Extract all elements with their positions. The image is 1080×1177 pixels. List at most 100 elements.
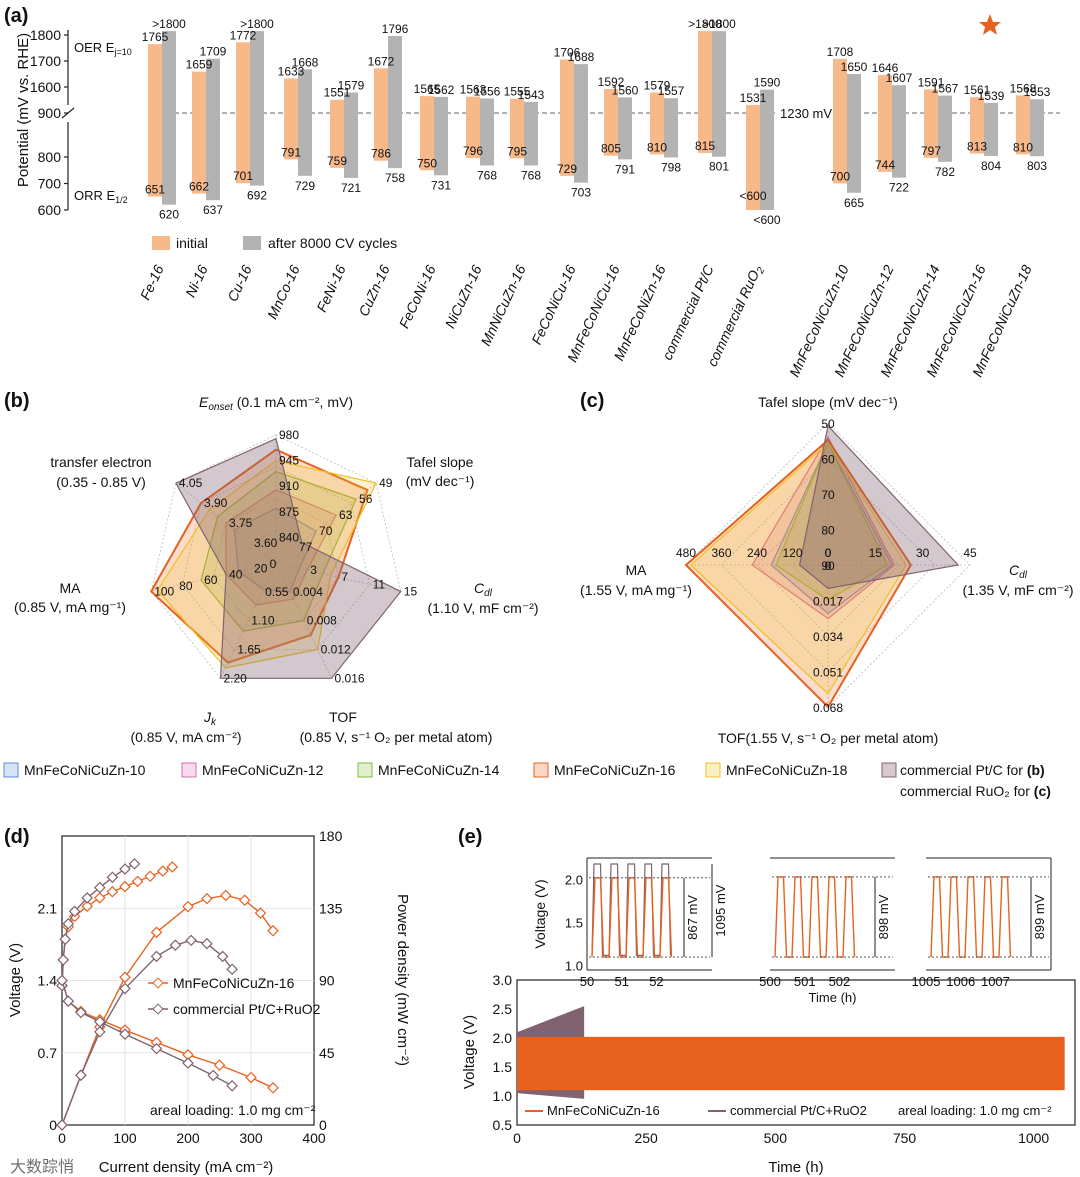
panel-label-e: (e) [458,826,482,848]
bar-label-orr-after: 731 [431,178,451,192]
bar-label-orr-after: 803 [1027,159,1047,173]
radar-c-tick-label: 0 [825,546,832,560]
legend-swatch-3 [357,762,373,778]
bar-label-oer-initial: 1563 [460,83,487,97]
panel-d-power-1-marker [267,924,279,937]
bar-oer-initial [604,89,618,113]
bar-label-orr-after: 722 [889,181,909,195]
radar-c-tick-label: 80 [821,524,835,538]
radar-b-tick-label: 11 [373,577,386,591]
panel-d-charge-1-marker [166,861,179,873]
panel-d-discharge-2-marker [226,1079,238,1092]
panel-d-discharge-1-marker [267,1082,279,1094]
radar-c-tick-label: 60 [821,453,835,467]
panel-a-legend-after-swatch [243,236,261,250]
panel-e-legend-label-2: commercial Pt/C+RuO2 [730,1103,867,1118]
radar-b-tick-label: 63 [339,508,353,522]
bar-oer-after [712,31,726,114]
panel-d-xtick-label: 400 [302,1130,326,1146]
inset-xtick-label: 52 [649,974,663,989]
panel-d-power-1-marker [119,971,131,984]
panel-d-discharge-2-marker [75,1006,87,1019]
bar-label-orr-after: <600 [753,213,780,227]
radar-b-tick-label: 7 [341,570,348,584]
bar-oer-initial [374,68,388,113]
bar-label-orr-initial: 795 [507,144,527,158]
panel-d-legend-label-2: commercial Pt/C+RuO2 [173,1001,321,1017]
radar-b-tick-label: 80 [179,579,193,593]
radar-b-series-5 [156,459,377,669]
panel-e-xtick-label: 750 [893,1130,917,1146]
inset-3-main-trace [930,876,1012,958]
bar-orr-after [574,113,588,183]
radar-b-tick-label: 4.05 [179,476,203,490]
bar-label-oer-after: 1796 [382,22,409,36]
panel-e-ytick-label: 1.0 [493,1088,513,1104]
bar-label-orr-initial: 729 [557,162,577,176]
radar-c-series-1 [770,441,893,615]
panel-d-annotation: areal loading: 1.0 mg cm⁻² [150,1102,316,1118]
bar-label-oer-initial: 1772 [230,28,257,42]
bar-label-oer-initial: 1551 [324,86,351,100]
bar-orr-after [250,113,264,186]
bar-orr-after [480,113,494,166]
panel-d-power-1-marker [201,892,213,905]
radar-b-series-6 [175,437,402,679]
bar-label-orr-initial: 701 [233,169,253,183]
bar-orr-initial [698,113,712,154]
panel-e-xtick-label: 1000 [1018,1130,1049,1146]
panel-d-charge-1-marker [131,875,144,888]
panel-d-charge-2-marker [81,892,93,904]
radar-c-tick-label: 240 [747,546,767,560]
bar-oer-initial [833,58,847,113]
panel-d-charge-2-marker [68,905,81,918]
panel-d-power-2-marker [185,934,197,947]
panel-d-xtick-label: 200 [176,1130,200,1146]
bar-orr-after [298,113,312,176]
panel-a-legend-initial: initial [176,235,208,251]
radar-b-tick-label: 840 [279,530,299,544]
bar-label-orr-initial: 813 [967,140,987,154]
bar-oer-after [434,96,448,113]
panel-d-charge-1-marker [106,885,119,898]
bar-label-oer-after: 1590 [754,76,781,90]
legend-label-2: MnFeCoNiCuZn-12 [202,762,324,778]
panel-label-b: (b) [4,390,30,412]
panel-d-y2tick-label: 180 [319,828,343,844]
bar-orr-initial [650,113,664,155]
radar-b-tick-label: 40 [229,567,243,581]
radar-b-tick-label: 3.90 [204,496,228,510]
legend-swatch-2 [181,762,197,778]
panel-d-xtick-label: 100 [113,1130,137,1146]
radar-b-spoke [220,562,277,679]
radar-b-center-label: 0 [270,557,277,571]
bar-label-orr-after: 791 [615,162,635,176]
category-label: Ni-16 [182,262,211,299]
panel-d-y2tick-label: 135 [319,900,343,916]
radar-b-axis-label-tafel: Tafel slope [407,454,474,470]
radar-c-tick-label: 90 [821,559,835,573]
bar-label-oer-after: 1567 [932,82,959,96]
panel-e-xlabel: Time (h) [768,1159,823,1176]
inset-xtick-label: 1006 [946,974,975,989]
category-label: MnCo-16 [264,262,303,321]
category-label: commercial RuO2 [704,262,768,370]
radar-c-tick-label: 70 [821,488,835,502]
panel-d-power-2-marker [201,937,213,950]
bar-orr-after [344,113,358,178]
category-label: CuZn-16 [355,262,393,318]
bar-oer-initial [148,44,162,113]
panel-d-y2tick-label: 90 [319,973,335,989]
panel-d-charge-2-marker [94,881,106,894]
bar-oer-initial [746,104,760,113]
bar-label-oer-after: 1557 [658,84,685,98]
inset-gap-label: 898 mV [876,894,891,939]
bar-label-orr-after: 782 [935,165,955,179]
panel-d-power-2-line [61,939,233,1126]
panel-e-xtick-label: 500 [764,1130,788,1146]
panel-e-band-main [517,1036,1065,1091]
radar-b-tick-label: 100 [154,584,174,598]
panel-a-legend-initial-swatch [152,236,170,250]
panel-d-charge-2-marker [128,858,141,870]
radar-b-series-1 [233,507,317,593]
